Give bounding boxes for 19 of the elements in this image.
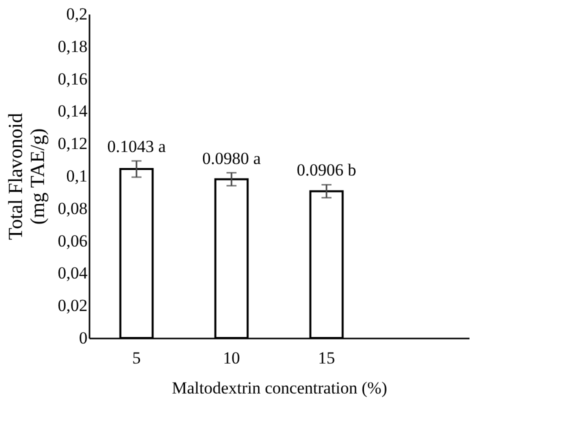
- y-tick-label: 0,18: [58, 36, 88, 56]
- x-tick-label: 15: [318, 348, 335, 368]
- y-tick-label: 0,2: [66, 4, 88, 24]
- y-axis-title: Total Flavonoid (mg TAE/g): [4, 113, 49, 240]
- y-tick-label: 0,1: [66, 166, 88, 186]
- data-label: 0.0980 a: [202, 148, 262, 168]
- y-tick-label: 0: [79, 328, 88, 348]
- y-tick-label: 0,12: [58, 134, 88, 154]
- y-tick-label: 0,16: [58, 69, 88, 88]
- y-tick-label: 0,04: [58, 264, 88, 283]
- y-tick-label: 0,14: [58, 102, 88, 121]
- x-tick-label: 10: [223, 348, 240, 368]
- data-label: 0.1043 a: [107, 136, 166, 156]
- y-tick-label: 0,02: [58, 296, 88, 316]
- y-tick-label: 0,08: [58, 198, 88, 218]
- y-tick-label: 0,06: [58, 231, 88, 250]
- x-tick-label: 5: [132, 348, 141, 368]
- x-axis-title: Maltodextrin concentration (%): [172, 378, 388, 398]
- data-label: 0.0906 b: [296, 160, 356, 180]
